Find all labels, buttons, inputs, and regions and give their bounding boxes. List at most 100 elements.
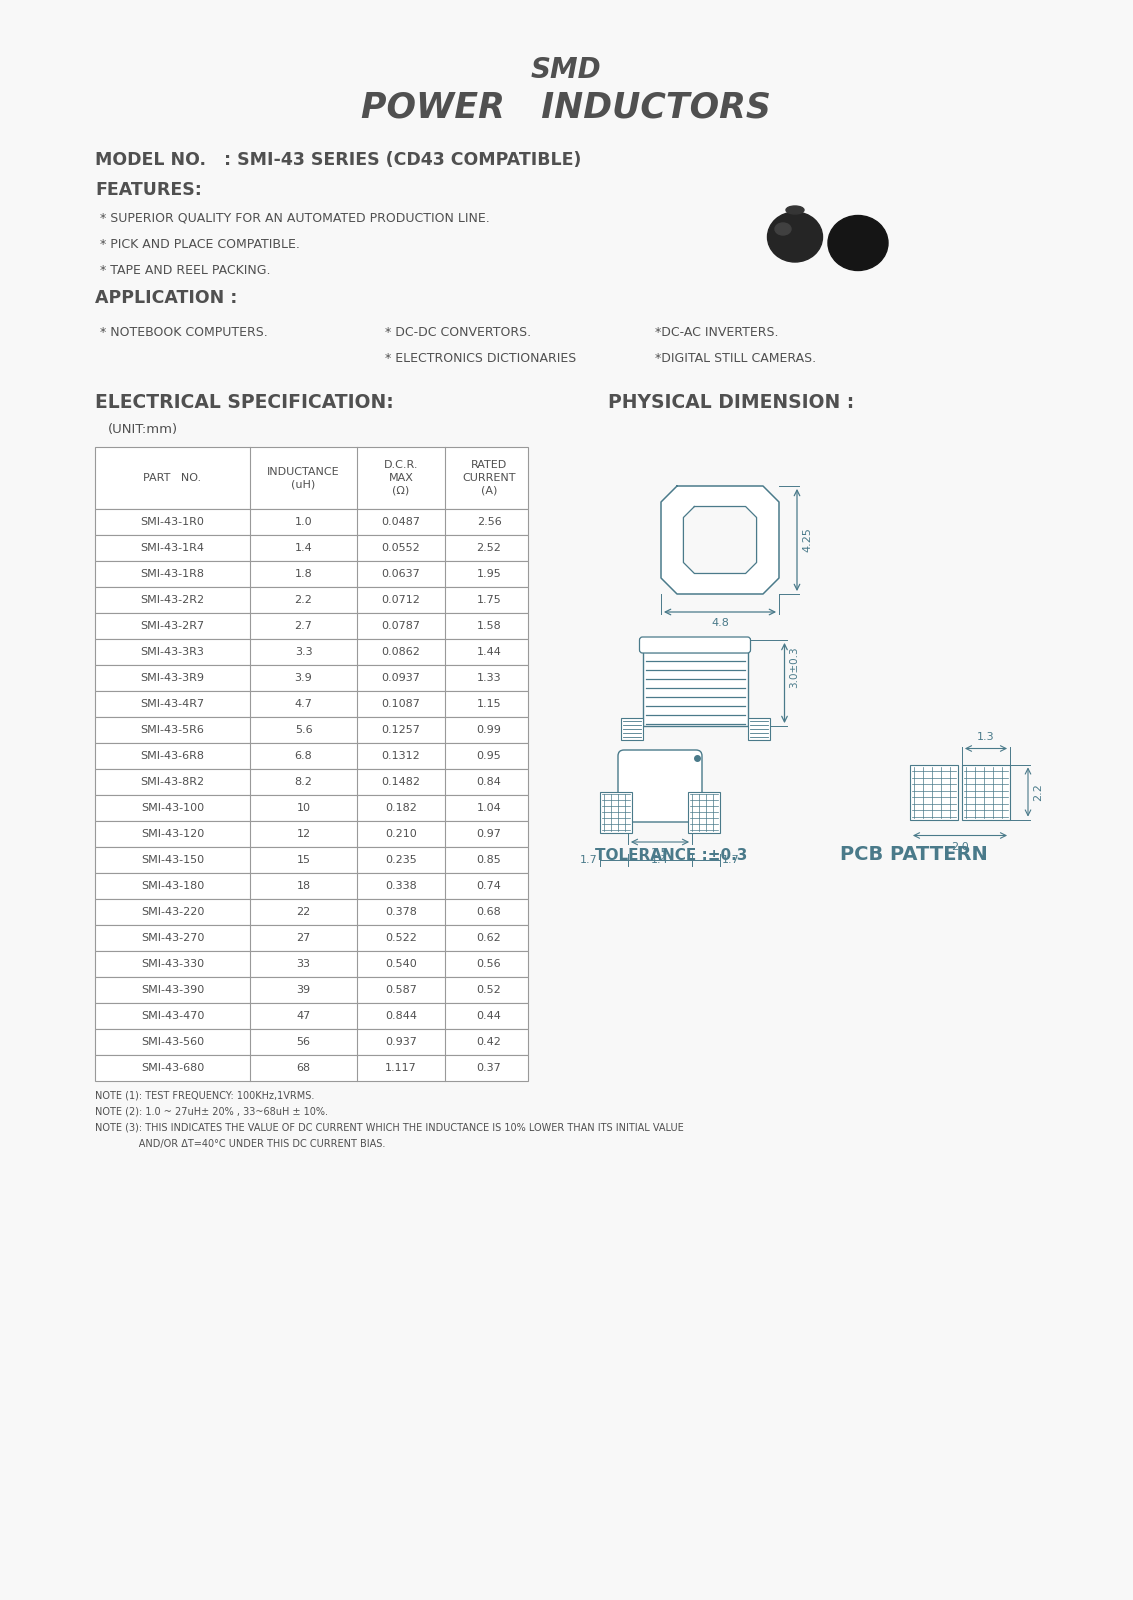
Text: * PICK AND PLACE COMPATIBLE.: * PICK AND PLACE COMPATIBLE. (100, 237, 300, 251)
Text: 1.4: 1.4 (295, 542, 313, 554)
Text: 0.44: 0.44 (477, 1011, 502, 1021)
Bar (95, 691, 528, 717)
Bar (962, 765, 1010, 819)
Polygon shape (642, 648, 748, 726)
Text: 0.210: 0.210 (385, 829, 417, 838)
Text: SMI-43-100: SMI-43-100 (140, 803, 204, 813)
Text: 1.8: 1.8 (295, 570, 313, 579)
Text: 1.33: 1.33 (477, 674, 501, 683)
Text: 1.7: 1.7 (722, 854, 740, 866)
Bar (95, 821, 528, 846)
Text: SMI-43-560: SMI-43-560 (140, 1037, 204, 1046)
Text: 1.0: 1.0 (295, 517, 313, 526)
Bar (95, 899, 528, 925)
Text: PART   NO.: PART NO. (144, 474, 202, 483)
Text: AND/OR ΔT=40°C UNDER THIS DC CURRENT BIAS.: AND/OR ΔT=40°C UNDER THIS DC CURRENT BIA… (95, 1139, 385, 1149)
Bar (95, 874, 528, 899)
Text: 0.0787: 0.0787 (382, 621, 420, 630)
Bar (95, 613, 528, 638)
Text: SMI-43-270: SMI-43-270 (140, 933, 204, 942)
Text: ELECTRICAL SPECIFICATION:: ELECTRICAL SPECIFICATION: (95, 392, 394, 411)
Bar (95, 1054, 528, 1082)
Text: 8.2: 8.2 (295, 778, 313, 787)
Text: 0.378: 0.378 (385, 907, 417, 917)
Text: NOTE (1): TEST FREQUENCY: 100KHz,1VRMS.: NOTE (1): TEST FREQUENCY: 100KHz,1VRMS. (95, 1091, 314, 1101)
Text: 27: 27 (297, 933, 310, 942)
Text: 2.7: 2.7 (295, 621, 313, 630)
Bar (95, 950, 528, 978)
Text: 0.587: 0.587 (385, 986, 417, 995)
Text: 0.56: 0.56 (477, 958, 501, 970)
Bar (688, 792, 719, 834)
FancyBboxPatch shape (639, 637, 750, 653)
Text: SMI-43-120: SMI-43-120 (140, 829, 204, 838)
Text: 0.68: 0.68 (477, 907, 502, 917)
Text: 0.235: 0.235 (385, 854, 417, 866)
Bar (95, 666, 528, 691)
Bar (95, 1029, 528, 1054)
Text: SMI-43-1R0: SMI-43-1R0 (140, 517, 204, 526)
Polygon shape (661, 486, 780, 594)
Text: SMI-43-1R8: SMI-43-1R8 (140, 570, 204, 579)
Text: SMI-43-470: SMI-43-470 (140, 1011, 204, 1021)
Bar (95, 562, 528, 587)
Bar (95, 795, 528, 821)
Bar (95, 638, 528, 666)
Text: SMI-43-3R9: SMI-43-3R9 (140, 674, 204, 683)
Bar (910, 765, 959, 819)
Text: 15: 15 (297, 854, 310, 866)
Text: 0.42: 0.42 (477, 1037, 502, 1046)
Text: 0.1257: 0.1257 (382, 725, 420, 734)
Text: 0.937: 0.937 (385, 1037, 417, 1046)
Text: 1.4: 1.4 (651, 854, 668, 866)
Text: 0.85: 0.85 (477, 854, 502, 866)
Text: 0.1312: 0.1312 (382, 750, 420, 762)
Text: SMI-43-330: SMI-43-330 (140, 958, 204, 970)
Text: TOLERANCE :±0.3: TOLERANCE :±0.3 (595, 848, 748, 862)
Text: 0.1482: 0.1482 (382, 778, 420, 787)
Text: 1.5: 1.5 (651, 848, 668, 858)
Text: 0.540: 0.540 (385, 958, 417, 970)
Bar (95, 509, 528, 534)
Text: SMI-43-220: SMI-43-220 (140, 907, 204, 917)
Text: 0.52: 0.52 (477, 986, 502, 995)
Text: (UNIT:mm): (UNIT:mm) (108, 424, 178, 437)
Text: SMI-43-5R6: SMI-43-5R6 (140, 725, 204, 734)
Bar (600, 792, 632, 834)
Text: SMI-43-4R7: SMI-43-4R7 (140, 699, 205, 709)
Ellipse shape (775, 222, 791, 235)
FancyBboxPatch shape (617, 750, 702, 822)
Bar (95, 534, 528, 562)
Text: SMI-43-3R3: SMI-43-3R3 (140, 646, 204, 658)
Text: 68: 68 (297, 1062, 310, 1074)
Text: 12: 12 (297, 829, 310, 838)
Text: 10: 10 (297, 803, 310, 813)
Text: 4.7: 4.7 (295, 699, 313, 709)
Text: 0.84: 0.84 (477, 778, 502, 787)
Text: 56: 56 (297, 1037, 310, 1046)
Text: 1.04: 1.04 (477, 803, 502, 813)
Text: 18: 18 (297, 882, 310, 891)
Bar (95, 446, 528, 509)
Text: 1.44: 1.44 (477, 646, 502, 658)
Polygon shape (683, 507, 757, 573)
Text: 1.95: 1.95 (477, 570, 502, 579)
Text: 0.97: 0.97 (477, 829, 502, 838)
Text: 6.8: 6.8 (295, 750, 313, 762)
Text: 1.75: 1.75 (477, 595, 502, 605)
Bar (95, 925, 528, 950)
Bar (95, 742, 528, 770)
Text: POWER   INDUCTORS: POWER INDUCTORS (361, 91, 770, 125)
Text: 1.7: 1.7 (580, 854, 598, 866)
Text: 1.3: 1.3 (977, 733, 995, 742)
Text: 47: 47 (297, 1011, 310, 1021)
Text: SMI-43-6R8: SMI-43-6R8 (140, 750, 204, 762)
Text: SMI-43-1R4: SMI-43-1R4 (140, 542, 204, 554)
Text: 3.3: 3.3 (295, 646, 313, 658)
Bar (621, 718, 642, 739)
Bar (95, 587, 528, 613)
Text: 0.1087: 0.1087 (382, 699, 420, 709)
Text: SMI-43-680: SMI-43-680 (140, 1062, 204, 1074)
Text: 33: 33 (297, 958, 310, 970)
Bar (95, 717, 528, 742)
